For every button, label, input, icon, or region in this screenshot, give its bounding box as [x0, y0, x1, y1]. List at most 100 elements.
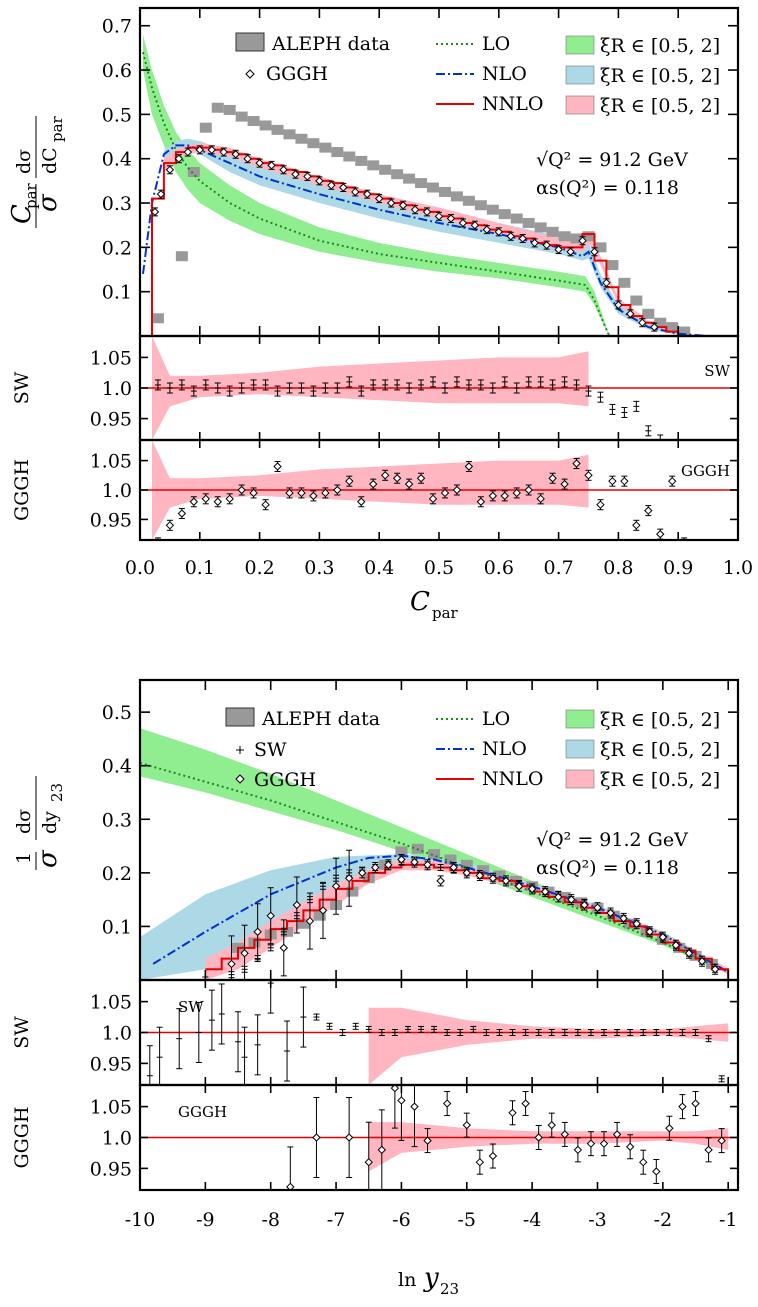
- aleph-data-box: [283, 129, 296, 140]
- gggh-marker: [625, 1142, 635, 1151]
- gggh-marker: [434, 212, 444, 221]
- aleph-data-box: [403, 173, 416, 184]
- gggh-marker: [704, 1145, 713, 1155]
- annotation-alphas: αs(Q²) = 0.118: [536, 177, 679, 199]
- gggh-marker: [462, 868, 471, 878]
- x-axis-label-sub: 23: [440, 1280, 459, 1298]
- x-tick-label: 0.1: [185, 557, 215, 579]
- gggh-marker: [475, 871, 485, 880]
- gggh-marker: [195, 145, 205, 155]
- legend-band-swatch: [565, 739, 595, 759]
- aleph-data-box: [199, 122, 212, 133]
- gggh-marker: [249, 488, 258, 498]
- aleph-data-box: [343, 151, 356, 162]
- x-tick-label: 0.4: [364, 557, 394, 579]
- gggh-marker: [440, 488, 450, 498]
- aleph-data-box: [678, 326, 691, 336]
- ratio-plot-area: [140, 336, 738, 440]
- gggh-marker: [521, 1099, 530, 1108]
- gggh-marker: [207, 145, 216, 155]
- legend-band-swatch: [565, 95, 595, 115]
- gggh-marker: [514, 882, 524, 891]
- gggh-marker: [285, 488, 294, 498]
- legend-data-swatch: [225, 707, 255, 727]
- ylabel-one: 1: [13, 852, 35, 864]
- aleph-data-box: [438, 186, 451, 197]
- legend-aleph: ALEPH data: [261, 708, 380, 730]
- gggh-marker: [225, 494, 234, 504]
- gggh-marker: [697, 957, 707, 966]
- gggh-marker: [599, 1139, 609, 1148]
- gggh-marker: [255, 158, 264, 168]
- x-tick-label: 0.3: [304, 557, 334, 579]
- gggh-marker: [150, 207, 160, 217]
- gggh-marker: [458, 218, 468, 228]
- legend-nlo: NLO: [482, 63, 527, 85]
- x-tick-label: 0.7: [543, 557, 573, 579]
- ratio-y-label: GGGH: [11, 459, 33, 521]
- ratio-plot-area: [140, 440, 738, 540]
- gggh-marker: [567, 895, 576, 904]
- legend-band-label: ξR ∈ [0.5, 2]: [600, 35, 720, 57]
- gggh-marker: [462, 1120, 471, 1130]
- ratio-nnlo-band: [368, 1007, 729, 1085]
- x-tick-label: -4: [523, 1209, 542, 1231]
- aleph-data-box: [355, 155, 368, 166]
- y-tick-label: 0.1: [102, 916, 132, 938]
- nlo-scale-band: [163, 138, 679, 335]
- gggh-marker: [392, 474, 402, 483]
- gggh-marker: [684, 949, 694, 958]
- gggh-marker: [665, 1124, 674, 1133]
- gggh-marker: [644, 506, 653, 515]
- legend-sw: SW: [254, 739, 287, 761]
- gggh-marker: [536, 494, 545, 504]
- legend-band-swatch: [565, 769, 595, 789]
- x-tick-label: -7: [327, 1209, 346, 1231]
- gggh-marker: [266, 911, 275, 920]
- gggh-marker: [494, 227, 504, 237]
- legend-band-swatch: [565, 35, 595, 55]
- aleph-data-box: [444, 854, 457, 865]
- annotation-alphas: αs(Q²) = 0.118: [536, 857, 679, 879]
- gggh-marker: [578, 236, 587, 245]
- x-tick-label: -3: [588, 1209, 607, 1231]
- gggh-marker: [331, 882, 341, 891]
- gggh-marker: [240, 949, 249, 958]
- gggh-marker: [380, 471, 390, 480]
- chart-lny23: 0.1 0.2 0.3 0.4 0.5 1σ dσ dy 23 ALEPH data SW GGGH L…: [11, 678, 740, 1298]
- gggh-marker: [327, 181, 336, 190]
- gggh-marker: [422, 207, 432, 217]
- aleph-data-box: [642, 308, 655, 319]
- aleph-data-box: [534, 222, 547, 233]
- aleph-data-box: [582, 231, 595, 242]
- legend-gggh-marker: [235, 774, 245, 784]
- y-tick-label: 0.6: [102, 60, 132, 82]
- aleph-data-box: [510, 213, 523, 224]
- aleph-data-box: [498, 209, 511, 220]
- gggh-marker: [524, 485, 533, 495]
- gggh-marker: [488, 1151, 498, 1161]
- gggh-marker: [189, 497, 199, 506]
- plot-area: [140, 34, 738, 336]
- gggh-marker: [506, 232, 515, 241]
- ratio-plot-area: [140, 980, 738, 1085]
- gggh-marker: [508, 1108, 517, 1117]
- annotation-energy: √Q² = 91.2 GeV: [536, 829, 688, 851]
- aleph-data-box: [367, 160, 380, 171]
- gggh-marker: [566, 247, 575, 256]
- aleph-data-box: [151, 313, 164, 324]
- aleph-data-box: [395, 846, 408, 857]
- legend-data-swatch: [235, 32, 265, 52]
- gggh-marker: [580, 900, 589, 910]
- gggh-marker: [602, 278, 611, 288]
- gggh-marker: [219, 147, 228, 157]
- gggh-marker: [410, 857, 419, 867]
- aleph-data-box: [271, 124, 284, 135]
- aleph-data-box: [462, 195, 475, 206]
- gggh-marker: [261, 500, 270, 509]
- gggh-marker: [638, 318, 647, 327]
- aleph-data-box: [474, 200, 487, 211]
- nlo-curve: [142, 144, 709, 336]
- gggh-marker: [442, 1099, 452, 1108]
- gggh-marker: [305, 916, 315, 926]
